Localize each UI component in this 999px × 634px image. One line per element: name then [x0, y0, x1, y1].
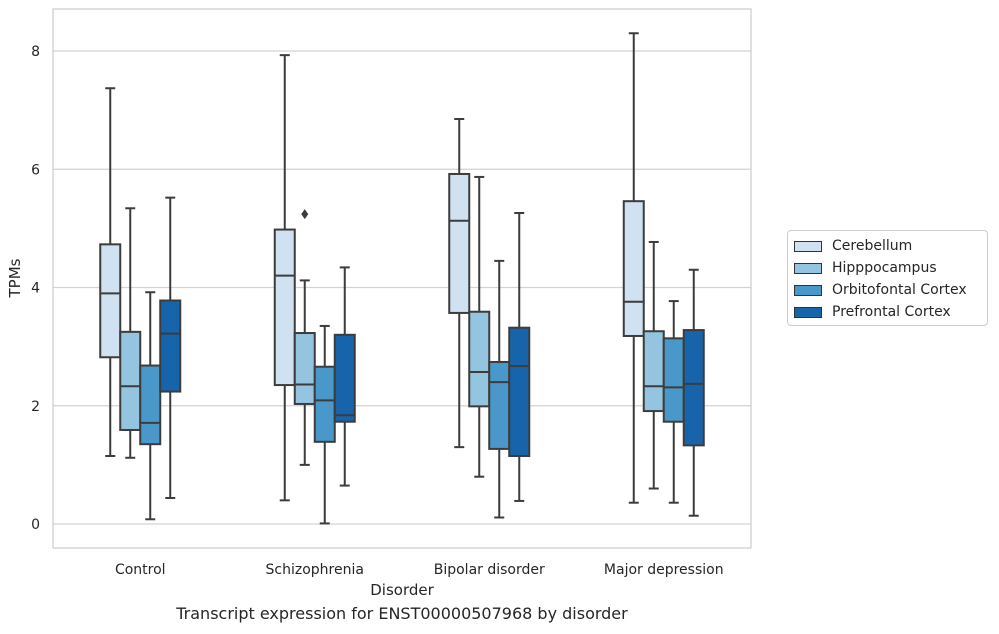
y-axis-label: TPMs	[6, 258, 24, 298]
y-tick-label: 0	[31, 517, 40, 533]
box-3-1	[642, 240, 665, 490]
grid-lines	[53, 50, 751, 525]
box-2-1	[468, 175, 491, 478]
box-plot-area	[99, 32, 705, 525]
legend-swatch-cerebellum	[794, 240, 822, 252]
x-axis-label: Disorder	[370, 581, 434, 599]
y-axis-ticks: 0 2 4 6 8	[31, 44, 40, 533]
legend-item-prefrontal-cortex: Prefrontal Cortex	[794, 301, 987, 323]
legend-swatch-hippocampus	[794, 262, 822, 274]
box-2-2	[488, 259, 511, 519]
y-tick-label: 4	[31, 281, 40, 297]
y-tick-label: 6	[31, 162, 40, 178]
x-tick-label: Major depression	[604, 562, 724, 578]
legend-item-hippocampus: Hipppocampus	[794, 257, 987, 279]
box-iqr	[448, 172, 471, 314]
legend-swatch-prefrontal-cortex	[794, 306, 822, 318]
box-iqr	[333, 333, 356, 423]
box-0-2	[139, 291, 162, 521]
box-1-2	[313, 324, 336, 525]
x-tick-label: Schizophrenia	[266, 562, 364, 578]
y-tick-label: 2	[31, 399, 40, 415]
box-iqr	[622, 200, 645, 337]
box-iqr	[313, 365, 336, 443]
x-axis-ticks: Control Schizophrenia Bipolar disorder Majo…	[115, 562, 724, 578]
legend-item-cerebellum: Cerebellum	[794, 235, 987, 257]
box-iqr	[682, 329, 705, 447]
box-1-0	[273, 54, 296, 502]
box-3-3	[682, 268, 705, 517]
legend-label-prefrontal-cortex: Prefrontal Cortex	[832, 304, 951, 320]
legend-label-orbitofrontal-cortex: Orbitofontal Cortex	[832, 282, 967, 298]
plot-frame	[52, 8, 752, 549]
box-iqr	[99, 243, 122, 359]
box-0-3	[159, 196, 182, 499]
legend-item-orbitofrontal-cortex: Orbitofontal Cortex	[794, 279, 987, 301]
box-iqr	[642, 330, 665, 413]
box-0-1	[119, 207, 142, 459]
figure-caption: Transcript expression for ENST0000050796…	[176, 604, 628, 623]
box-iqr	[273, 228, 296, 387]
box-iqr	[293, 332, 316, 405]
legend-label-hippocampus: Hipppocampus	[832, 260, 937, 276]
box-1-1	[293, 209, 316, 466]
box-3-0	[622, 32, 645, 504]
box-3-2	[662, 300, 685, 504]
legend-swatch-orbitofrontal-cortex	[794, 284, 822, 296]
box-iqr	[119, 330, 142, 431]
box-iqr	[662, 337, 685, 423]
box-iqr	[159, 299, 182, 393]
box-iqr	[508, 326, 531, 458]
box-iqr	[468, 310, 491, 408]
box-iqr	[488, 360, 511, 450]
legend-label-cerebellum: Cerebellum	[832, 238, 913, 254]
box-iqr	[139, 364, 162, 446]
x-tick-label: Control	[115, 562, 166, 578]
box-1-3	[333, 266, 356, 487]
box-2-3	[508, 212, 531, 502]
box-0-0	[99, 87, 122, 458]
legend: Cerebellum Hipppocampus Orbitofontal Cor…	[787, 230, 988, 326]
x-tick-label: Bipolar disorder	[434, 562, 545, 578]
y-tick-label: 8	[31, 44, 40, 60]
box-2-0	[448, 117, 471, 449]
outlier-point	[301, 209, 309, 220]
